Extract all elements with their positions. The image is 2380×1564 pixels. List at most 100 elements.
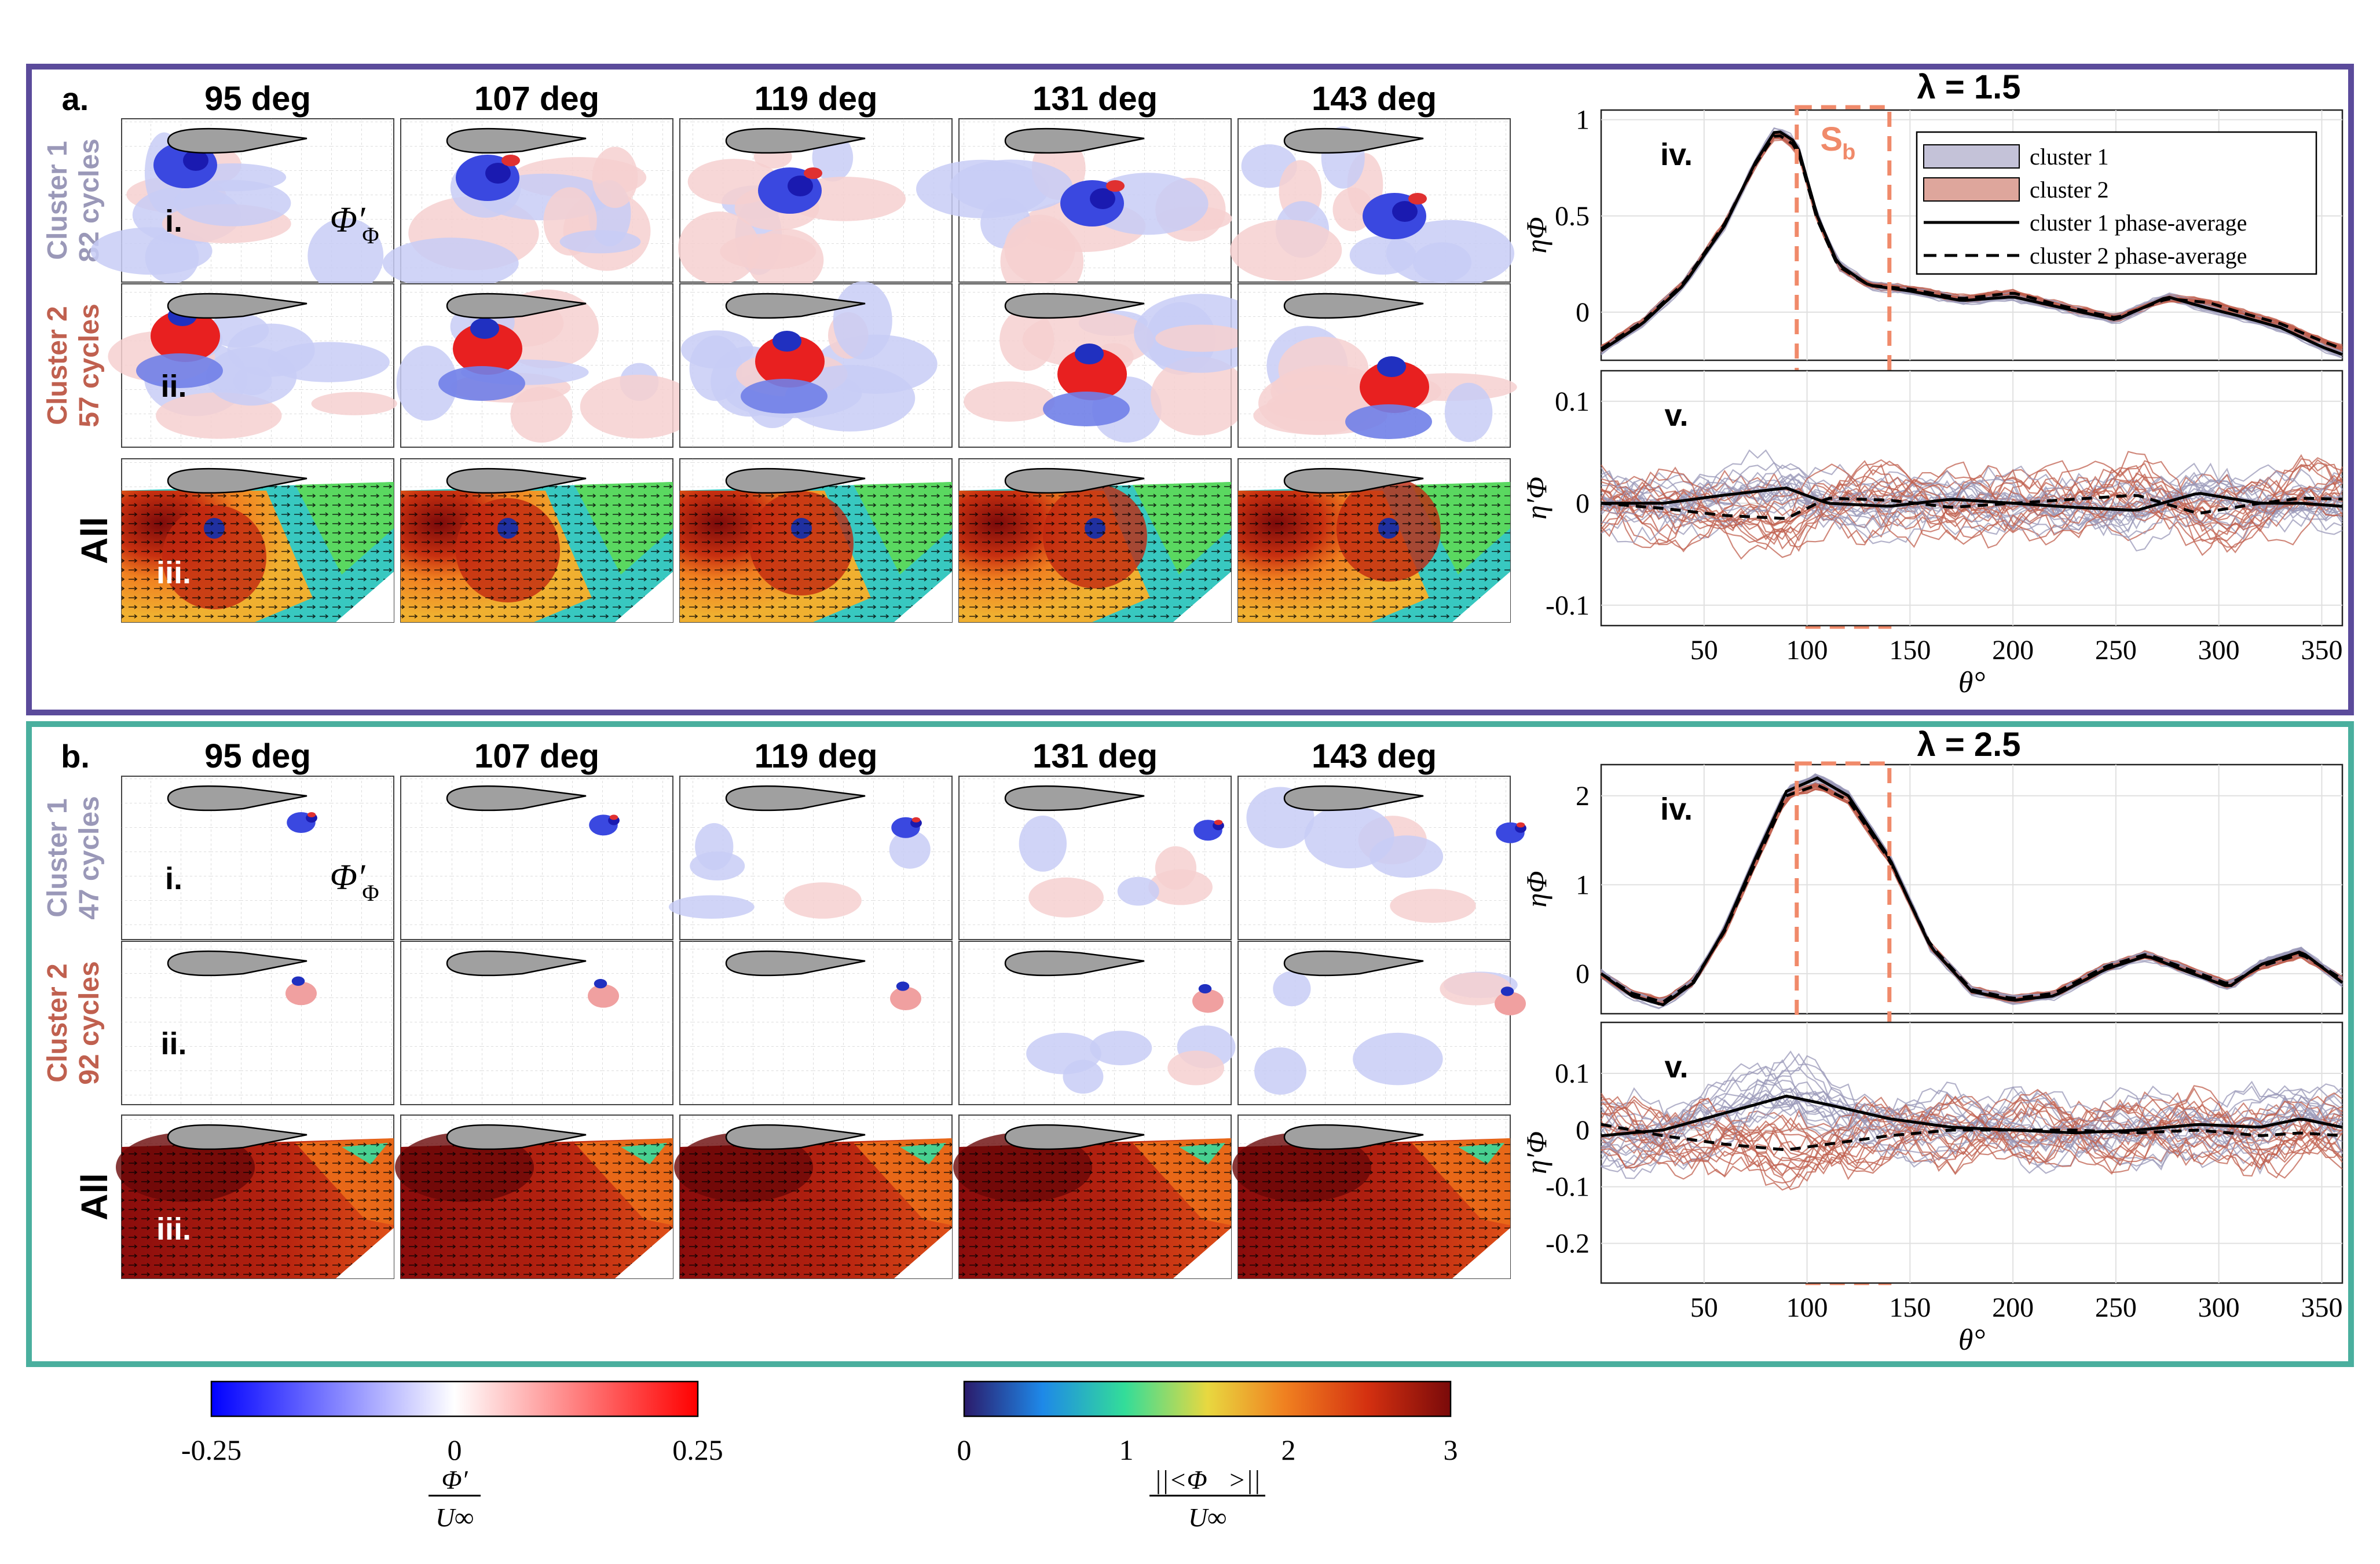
fluctuation-region [311, 392, 397, 415]
fluctuation-region [1090, 1031, 1152, 1066]
fluctuation-region [1444, 382, 1493, 443]
fluctuation-region [1440, 972, 1512, 1006]
vortex-positive [1408, 193, 1427, 204]
colorbar-label: U∞ [435, 1503, 474, 1532]
cluster-2-trace [1601, 480, 2343, 532]
sb-label: S [1820, 120, 1843, 158]
cluster-2-trace [1601, 1096, 2343, 1177]
colorbar-tick: 0 [448, 1434, 462, 1466]
flow-map [958, 458, 1232, 623]
flow-map [395, 1114, 673, 1279]
cluster-name-label: Cluster 2 [42, 963, 73, 1082]
vortex-core [485, 163, 511, 184]
colorbar-tick: 0 [957, 1434, 972, 1466]
flow-map [958, 283, 1268, 448]
colorbar-tick: 3 [1444, 1434, 1458, 1466]
fluctuation-region [1155, 324, 1249, 352]
vortex-positive [890, 986, 921, 1011]
flow-map [382, 118, 673, 289]
flow-map [1230, 118, 1515, 287]
flow-map [400, 776, 673, 940]
cluster-name-label: Cluster 1 [42, 798, 73, 917]
fluctuation-region [668, 895, 755, 919]
y-axis-label: ηΦ [1520, 217, 1553, 254]
legend-entry: cluster 1 phase-average [2030, 210, 2247, 236]
airfoil-shape [1283, 1124, 1424, 1150]
flow-map [116, 1114, 394, 1279]
x-tick-label: 200 [1992, 1292, 2034, 1323]
airfoil-shape [446, 127, 587, 154]
fluctuation-region [1345, 404, 1432, 439]
panel-tag: iv. [1660, 137, 1693, 172]
velocity-vectors [122, 1138, 394, 1278]
cluster-2-phase-average [1600, 134, 2343, 350]
fluctuation-region [1390, 889, 1476, 923]
airfoil-shape [167, 950, 307, 977]
flow-map [121, 776, 394, 940]
fluctuation-region [592, 147, 638, 209]
fluctuation-region [580, 374, 698, 439]
row-label: ii. [160, 369, 186, 404]
angle-header: 107 deg [474, 80, 599, 118]
cluster-2-trace [1601, 1100, 2343, 1171]
fluctuation-region [741, 379, 827, 414]
cluster-2-phase-average [1601, 494, 2343, 520]
sb-region [1795, 105, 1892, 629]
y-tick-label: 0.5 [1555, 201, 1590, 232]
vortex-positive [1192, 989, 1224, 1013]
airfoil-shape [725, 785, 866, 812]
velocity-vectors [1238, 482, 1510, 622]
x-tick-label: 250 [2095, 635, 2137, 666]
y-tick-label: 0 [1576, 297, 1590, 328]
fluctuation-region [174, 180, 291, 226]
airfoil-shape [1283, 127, 1424, 154]
angle-header: 131 deg [1032, 737, 1158, 775]
colorbar-tick: 1 [1119, 1434, 1134, 1466]
vortex-positive [307, 812, 316, 817]
angle-header: 143 deg [1312, 80, 1437, 118]
colorbar-label: ||<Φ⃗>|| [1154, 1465, 1260, 1494]
angle-header: 131 deg [1032, 80, 1158, 118]
vortex-core [183, 150, 208, 171]
angle-header: 95 deg [204, 80, 311, 118]
fluctuation-region [1353, 1032, 1443, 1086]
x-tick-label: 350 [2301, 1292, 2342, 1323]
fluctuation-region [678, 211, 760, 284]
airfoil-shape [167, 1124, 307, 1150]
y-tick-label: 2 [1576, 781, 1590, 812]
colorbar-fluctuation [210, 1380, 699, 1417]
fluctuation-region [1386, 220, 1515, 287]
vortex-negative [291, 976, 305, 986]
cluster-1-phase-average [1601, 1094, 2343, 1138]
y-axis-label: ηΦ [1520, 871, 1553, 908]
cluster-1-trace [1601, 1087, 2343, 1155]
panel-label: b. [61, 738, 90, 774]
colorbar-tick: 2 [1281, 1434, 1296, 1466]
vortex-positive [1360, 361, 1429, 413]
fluctuation-region [1254, 1047, 1306, 1095]
phi-sub-label: Φ [362, 222, 379, 249]
fluctuation-region [267, 342, 390, 382]
angle-header: 107 deg [474, 737, 599, 775]
fluctuation-region [510, 386, 573, 443]
airfoil-shape [725, 1124, 866, 1150]
flow-map [958, 941, 1236, 1105]
panel-tag: v. [1664, 1050, 1688, 1084]
flow-map [679, 941, 953, 1105]
flow-map [678, 118, 953, 292]
cluster-cycles-label: 92 cycles [74, 961, 105, 1085]
row-label: i. [165, 204, 182, 239]
phi-sub-label: Φ [362, 880, 379, 906]
fluctuation-region [1117, 876, 1159, 906]
flow-map [1237, 458, 1511, 623]
panel-label: a. [62, 81, 89, 117]
airfoil-shape [725, 127, 866, 154]
velocity-vectors [959, 1138, 1231, 1278]
flow-map [916, 118, 1232, 302]
x-axis-label: θ° [1958, 1324, 1985, 1357]
airfoil-shape [1004, 1124, 1145, 1150]
airfoil-shape [1283, 950, 1424, 977]
x-tick-label: 50 [1690, 1292, 1718, 1323]
angle-header: 119 deg [755, 737, 878, 775]
